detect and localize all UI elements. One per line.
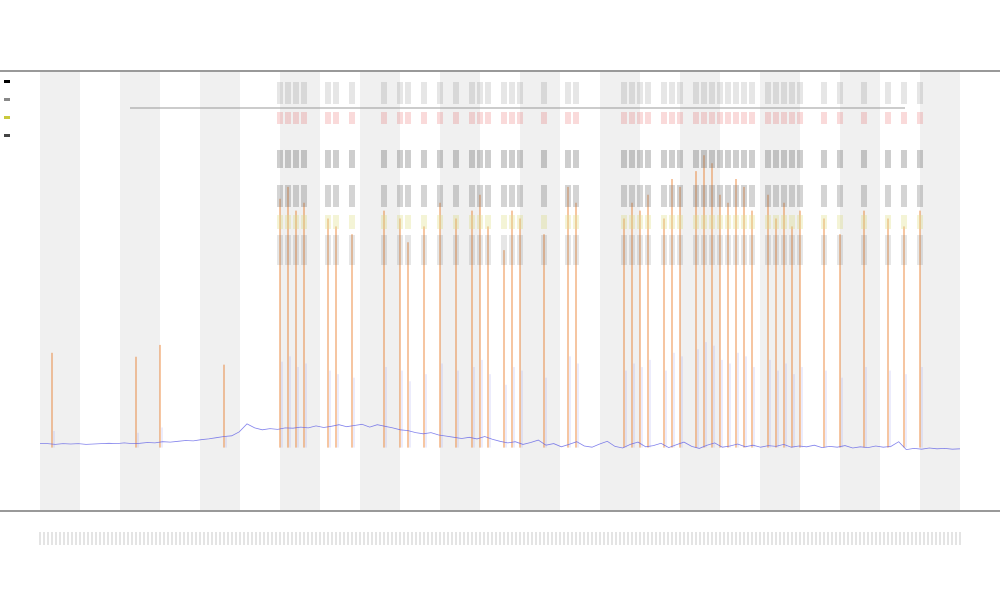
legend	[4, 80, 10, 137]
background-band	[280, 72, 320, 510]
background-band	[40, 72, 80, 510]
annotation-tick-rows	[277, 82, 923, 265]
legend-swatch	[4, 116, 10, 119]
legend-swatch	[4, 80, 10, 83]
background-band	[840, 72, 880, 510]
background-band	[680, 72, 720, 510]
background-bands	[40, 72, 960, 510]
peak-lines	[51, 155, 923, 448]
background-band	[440, 72, 480, 510]
background-band	[520, 72, 560, 510]
background-band	[760, 72, 800, 510]
legend-swatch	[4, 134, 10, 137]
background-band	[200, 72, 240, 510]
background-band	[360, 72, 400, 510]
legend-swatch	[4, 98, 10, 101]
background-band	[600, 72, 640, 510]
background-band	[120, 72, 160, 510]
series-line	[40, 423, 961, 451]
x-tick-labels	[39, 532, 961, 545]
background-band	[920, 72, 960, 510]
